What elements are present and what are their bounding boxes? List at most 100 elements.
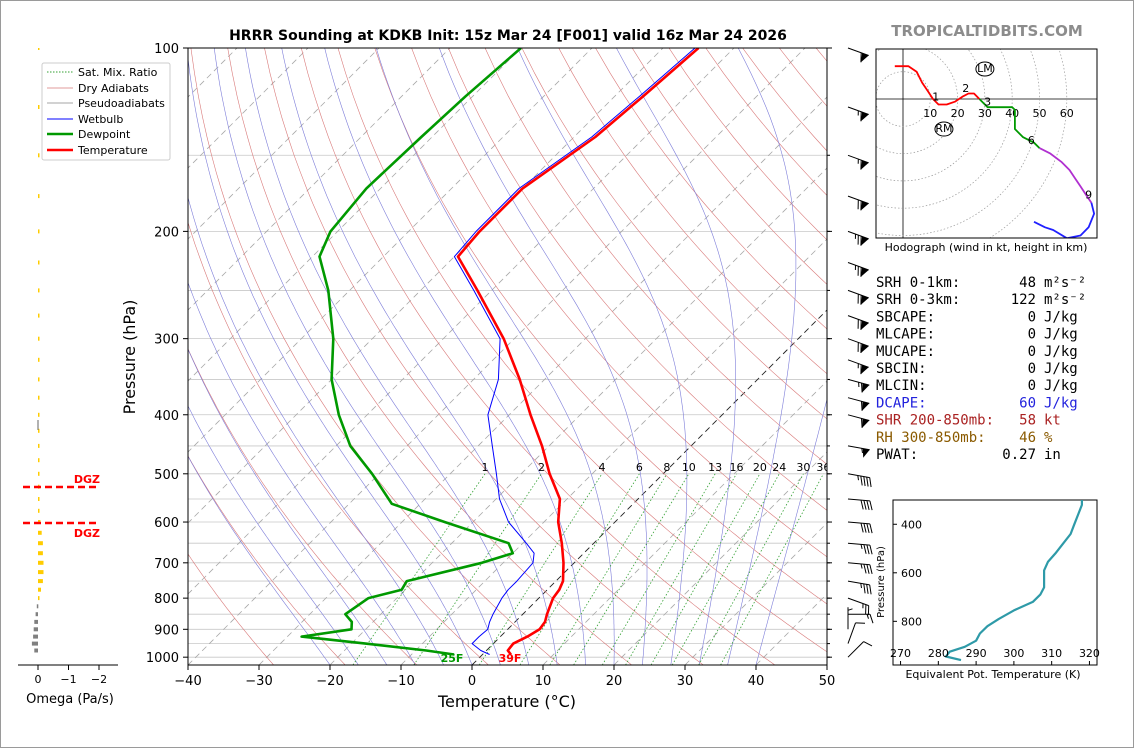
moist-adiabat bbox=[188, 196, 444, 665]
y-tick-label: 700 bbox=[154, 557, 179, 572]
dry-adiabat bbox=[558, 48, 827, 375]
barb-shaft bbox=[847, 498, 870, 502]
omega-bar bbox=[38, 412, 40, 417]
zero-isotherm bbox=[471, 309, 827, 665]
omega-bar bbox=[38, 471, 40, 476]
dry-adiabat bbox=[188, 553, 274, 665]
mixing-ratio-line bbox=[352, 473, 486, 665]
legend-label-temperature: Temperature bbox=[77, 144, 148, 157]
barb-shaft bbox=[847, 473, 870, 479]
theta-e-x-tick-label: 320 bbox=[1079, 647, 1100, 660]
barb-flag bbox=[869, 500, 873, 511]
barb-half-flag bbox=[861, 448, 863, 454]
isotherm bbox=[542, 380, 827, 665]
dry-adiabat bbox=[448, 48, 827, 511]
y-tick-label: 1000 bbox=[146, 651, 179, 666]
surface-temperature-label: 39F bbox=[499, 652, 522, 665]
moist-adiabat bbox=[375, 48, 615, 665]
mixing-ratio-line bbox=[650, 473, 761, 665]
omega-bar bbox=[38, 428, 40, 433]
wind-barb bbox=[847, 289, 869, 305]
isotherm bbox=[329, 167, 827, 665]
stat-value: 0 bbox=[1028, 378, 1036, 394]
temperature-line bbox=[456, 48, 700, 656]
barb-flag bbox=[869, 523, 873, 534]
moist-adiabat bbox=[188, 55, 473, 665]
dry-adiabat bbox=[188, 221, 489, 665]
mixing-ratio-line bbox=[478, 473, 603, 665]
skewt-legend: Sat. Mix. Ratio Dry Adiabats Pseudoadiab… bbox=[41, 62, 171, 161]
omega-bar bbox=[36, 604, 39, 609]
hodograph-trace-segment bbox=[1033, 202, 1095, 238]
y-tick-label: 900 bbox=[154, 623, 179, 638]
stat-value: 60 bbox=[1019, 395, 1036, 411]
barb-flag bbox=[861, 418, 863, 428]
x-tick-label: −20 bbox=[316, 674, 343, 689]
stat-label: MUCAPE: bbox=[876, 344, 935, 360]
theta-e-x-tick-label: 290 bbox=[966, 647, 987, 660]
mixing-ratio-label: 36 bbox=[816, 461, 830, 474]
barb-pennant bbox=[860, 53, 869, 63]
barb-flag bbox=[863, 583, 866, 594]
hodograph-height-label: 1 bbox=[932, 90, 939, 103]
omega-tick-label: −2 bbox=[91, 673, 107, 686]
skewt-x-axis-label: Temperature (°C) bbox=[437, 692, 576, 711]
wind-barb bbox=[847, 445, 870, 458]
skewt-series bbox=[300, 48, 700, 656]
dry-adiabat bbox=[337, 48, 827, 653]
wind-barb bbox=[847, 562, 873, 575]
wind-barb bbox=[847, 597, 870, 616]
legend-label-mixing-ratio: Sat. Mix. Ratio bbox=[78, 66, 158, 79]
hodograph-caption: Hodograph (wind in kt, height in km) bbox=[885, 241, 1088, 254]
dewpoint-line bbox=[300, 48, 522, 656]
moist-adiabat bbox=[517, 48, 688, 665]
x-tick-label: −10 bbox=[387, 674, 414, 689]
omega-bar bbox=[38, 570, 44, 575]
omega-bar bbox=[38, 395, 40, 400]
skewt-axes-frame bbox=[187, 47, 828, 666]
wind-barb bbox=[847, 521, 873, 534]
stat-unit: in bbox=[1044, 447, 1061, 463]
omega-tick-label: −1 bbox=[60, 673, 76, 686]
wind-barb bbox=[847, 580, 872, 595]
barb-flag bbox=[866, 477, 869, 487]
isotherm bbox=[400, 238, 827, 665]
hodograph-ring bbox=[876, 49, 1013, 209]
omega-ticks: 0 −1 −2 bbox=[35, 420, 107, 686]
omega-bar bbox=[38, 194, 40, 199]
moist-adiabat bbox=[245, 48, 530, 665]
dgz-label-top: DGZ bbox=[74, 473, 100, 486]
omega-bar bbox=[38, 313, 40, 318]
omega-bar bbox=[38, 587, 41, 592]
barb-shaft bbox=[847, 397, 870, 404]
barb-shaft bbox=[847, 562, 870, 566]
wind-barb bbox=[847, 154, 869, 170]
stat-value: 0 bbox=[1028, 344, 1036, 360]
omega-bar bbox=[38, 229, 40, 234]
hodograph-trace-segment bbox=[894, 65, 981, 106]
storm-motion-label: LM bbox=[977, 62, 993, 75]
y-tick-label: 200 bbox=[154, 225, 179, 240]
wind-barb bbox=[847, 262, 869, 277]
barb-flag bbox=[860, 476, 863, 486]
omega-bar bbox=[38, 105, 40, 109]
barb-flag bbox=[866, 523, 870, 534]
skewt-plot: 1 2 4 6 8 10 13 16 20 24 30 36 −40 −30 −20 −10 0 10 20 30 4… bbox=[41, 42, 835, 711]
barb-flag bbox=[869, 614, 874, 624]
legend-box bbox=[41, 62, 171, 161]
omega-bar bbox=[38, 357, 40, 362]
moist-adiabat bbox=[188, 455, 331, 665]
wind-barb bbox=[847, 542, 873, 555]
omega-bar bbox=[38, 260, 40, 265]
mixing-ratio-line bbox=[671, 473, 780, 665]
legend-label-pseudoadiabats: Pseudoadiabats bbox=[78, 97, 165, 110]
wind-barb bbox=[847, 195, 869, 211]
wind-barb bbox=[847, 414, 870, 428]
barb-flag bbox=[866, 544, 870, 555]
omega-bar bbox=[31, 641, 38, 646]
barb-pennant bbox=[860, 267, 869, 277]
barb-pennant bbox=[860, 343, 869, 353]
moist-adiabat bbox=[281, 48, 558, 665]
hodograph-trace-segment bbox=[978, 98, 1041, 149]
